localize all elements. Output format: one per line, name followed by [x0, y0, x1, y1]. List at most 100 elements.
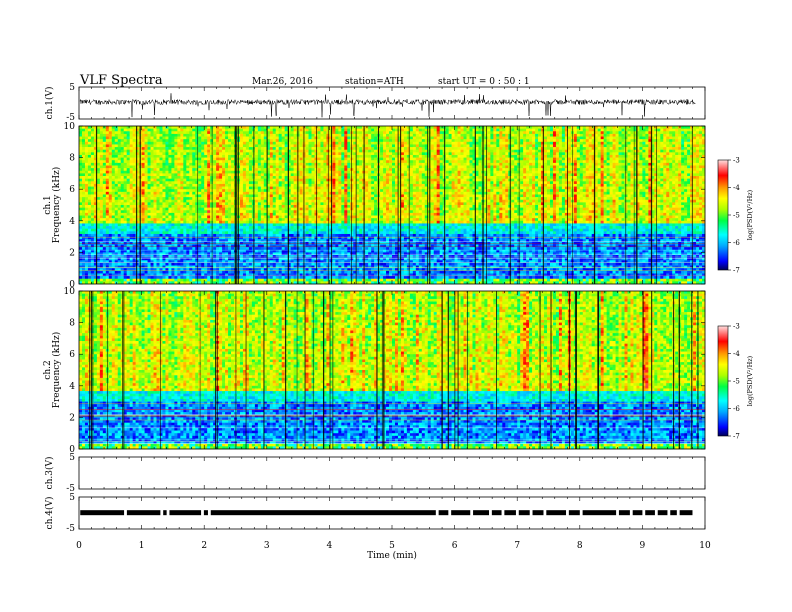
spec1-cell	[279, 258, 282, 261]
spec1-cell	[270, 184, 273, 187]
spec1-cell	[162, 216, 165, 219]
spec1-cell	[183, 252, 186, 255]
spec1-cell	[249, 181, 252, 184]
spec1-cell	[165, 200, 168, 203]
spec1-cell	[246, 231, 249, 234]
spec1-cell	[258, 155, 261, 158]
spec1-cell	[133, 260, 136, 263]
spec1-cell	[300, 158, 303, 161]
spec1-cell	[207, 134, 210, 137]
spec1-cell	[285, 137, 288, 140]
spec1-cell	[97, 179, 100, 182]
spec1-cell	[285, 271, 288, 274]
spec1-cell	[145, 234, 148, 237]
spec1-cell	[148, 137, 151, 140]
spec1-cell	[142, 252, 145, 255]
spec1-cell	[270, 255, 273, 258]
spec1-cell	[88, 268, 91, 271]
spec1-cell	[112, 263, 115, 266]
spec1-cell	[261, 126, 264, 129]
spec1-cell	[88, 234, 91, 237]
spec1-cell	[285, 150, 288, 153]
spec1-cell	[270, 276, 273, 279]
spec1-cell	[177, 187, 180, 190]
spec1-cell	[195, 189, 198, 192]
spec1-cell	[225, 255, 228, 258]
spec1-cell	[276, 247, 279, 250]
spec1-cell	[261, 158, 264, 161]
spec1-cell	[213, 173, 216, 176]
spec1-cell	[148, 273, 151, 276]
spec1-cell	[127, 176, 130, 179]
spec1-cell	[317, 213, 320, 216]
spec1-cell	[201, 181, 204, 184]
spec1-cell	[201, 208, 204, 211]
spec1-cell	[174, 181, 177, 184]
spec1-cell	[285, 273, 288, 276]
spec1-cell	[133, 189, 136, 192]
spec1-cell	[249, 142, 252, 145]
spec1-cell	[294, 205, 297, 208]
spec1-cell	[240, 187, 243, 190]
spec1-cell	[106, 210, 109, 213]
spec1-cell	[279, 273, 282, 276]
spec1-cell	[276, 216, 279, 219]
spec1-cell	[177, 229, 180, 232]
spec1-cell	[279, 216, 282, 219]
spec1-cell	[309, 176, 312, 179]
spec1-cell	[201, 142, 204, 145]
spec1-cell	[112, 160, 115, 163]
spec1-cell	[207, 197, 210, 200]
spec1-cell	[228, 142, 231, 145]
spec1-cell	[162, 252, 165, 255]
spec1-cell	[300, 223, 303, 226]
spec1-cell	[130, 171, 133, 174]
spec1-cell	[306, 252, 309, 255]
spec1-cell	[270, 226, 273, 229]
spec1-cell	[165, 126, 168, 129]
spec1-cell	[165, 147, 168, 150]
spec1-cell	[154, 137, 157, 140]
spec1-cell	[246, 234, 249, 237]
spec1-cell	[306, 187, 309, 190]
spec1-cell	[189, 129, 192, 132]
spec1-cell	[294, 131, 297, 134]
spec1-cell	[115, 223, 118, 226]
spec1-cell	[168, 171, 171, 174]
spec1-cell	[276, 152, 279, 155]
spec1-cell	[159, 200, 162, 203]
spec1-cell	[309, 258, 312, 261]
spec1-cell	[148, 255, 151, 258]
spec1-cell	[276, 155, 279, 158]
spec1-cell	[312, 202, 315, 205]
ch1-waveform-line	[80, 93, 696, 117]
spec1-cell	[207, 234, 210, 237]
spec1-cell	[291, 176, 294, 179]
spec1-cell	[198, 252, 201, 255]
spec1-cell	[315, 202, 318, 205]
spec1-cell	[249, 205, 252, 208]
spec1-cell	[201, 173, 204, 176]
spec1-cell	[225, 210, 228, 213]
spec1-cell	[291, 218, 294, 221]
spec1-cell	[186, 273, 189, 276]
spec1-cell	[198, 279, 201, 282]
spec1-cell	[213, 231, 216, 234]
spec1-cell	[186, 247, 189, 250]
spec1-cell	[192, 231, 195, 234]
spec1-cell	[159, 152, 162, 155]
spec1-cell	[219, 142, 222, 145]
spec1-cell	[309, 208, 312, 211]
spec1-cell	[88, 239, 91, 242]
spec1-cell	[103, 252, 106, 255]
spec1-cell	[124, 221, 127, 224]
spec1-cell	[145, 260, 148, 263]
spec1-cell	[106, 231, 109, 234]
spec1-cell	[273, 184, 276, 187]
spec1-cell	[88, 179, 91, 182]
spec1-cell	[320, 168, 323, 171]
spec1-cell	[243, 229, 246, 232]
spec1-cell	[222, 231, 225, 234]
spec1-cell	[189, 247, 192, 250]
spec1-cell	[219, 155, 222, 158]
